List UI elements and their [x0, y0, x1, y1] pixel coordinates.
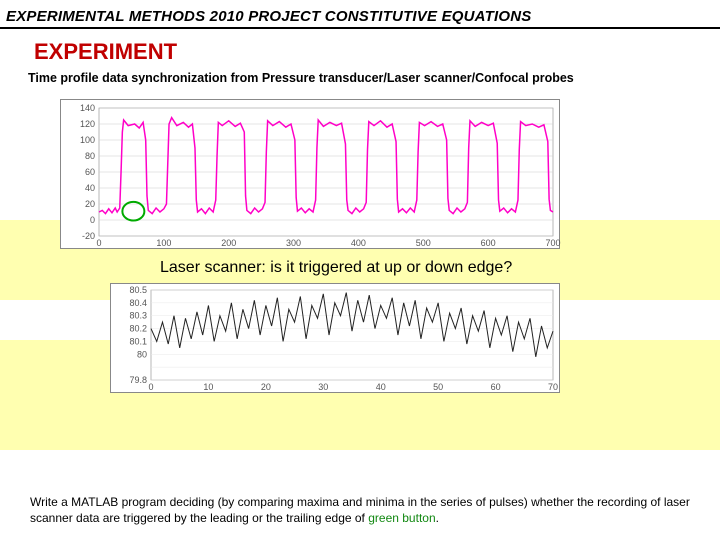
subtitle: Time profile data synchronization from P…	[0, 69, 720, 93]
svg-text:40: 40	[376, 382, 386, 392]
svg-text:20: 20	[85, 199, 95, 209]
pressure-chart: -200204060801001201400100200300400500600…	[60, 99, 560, 249]
svg-text:500: 500	[416, 238, 431, 248]
svg-text:0: 0	[90, 215, 95, 225]
svg-text:20: 20	[261, 382, 271, 392]
svg-text:80: 80	[85, 151, 95, 161]
bottom-paragraph: Write a MATLAB program deciding (by comp…	[0, 494, 720, 526]
page-header: EXPERIMENTAL METHODS 2010 PROJECT CONSTI…	[0, 0, 720, 29]
svg-text:80.4: 80.4	[129, 298, 147, 308]
svg-text:100: 100	[156, 238, 171, 248]
laser-chart: 79.8 80 80.1 80.2 80.3 80.4 80.5 0 10 20 30 40 50 60 7…	[110, 283, 560, 393]
svg-text:30: 30	[318, 382, 328, 392]
svg-text:400: 400	[351, 238, 366, 248]
svg-text:100: 100	[80, 135, 95, 145]
svg-text:70: 70	[548, 382, 558, 392]
svg-text:60: 60	[491, 382, 501, 392]
svg-text:700: 700	[545, 238, 560, 248]
svg-text:79.8: 79.8	[129, 375, 147, 385]
mid-caption: Laser scanner: is it triggered at up or …	[0, 249, 720, 283]
svg-text:80.3: 80.3	[129, 311, 147, 321]
svg-text:0: 0	[96, 238, 101, 248]
svg-text:200: 200	[221, 238, 236, 248]
svg-text:140: 140	[80, 103, 95, 113]
svg-text:40: 40	[85, 183, 95, 193]
svg-text:10: 10	[203, 382, 213, 392]
green-button-text: green button	[368, 511, 435, 525]
svg-text:50: 50	[433, 382, 443, 392]
section-title: EXPERIMENT	[0, 29, 720, 69]
svg-text:80.2: 80.2	[129, 324, 147, 334]
svg-text:60: 60	[85, 167, 95, 177]
svg-text:0: 0	[148, 382, 153, 392]
svg-text:80.5: 80.5	[129, 285, 147, 295]
svg-text:120: 120	[80, 119, 95, 129]
svg-text:80: 80	[137, 349, 147, 359]
svg-text:-20: -20	[82, 231, 95, 241]
svg-text:600: 600	[481, 238, 496, 248]
svg-text:80.1: 80.1	[129, 336, 147, 346]
bottom-text-post: .	[436, 511, 439, 525]
bottom-text-pre: Write a MATLAB program deciding (by comp…	[30, 495, 690, 525]
svg-text:300: 300	[286, 238, 301, 248]
